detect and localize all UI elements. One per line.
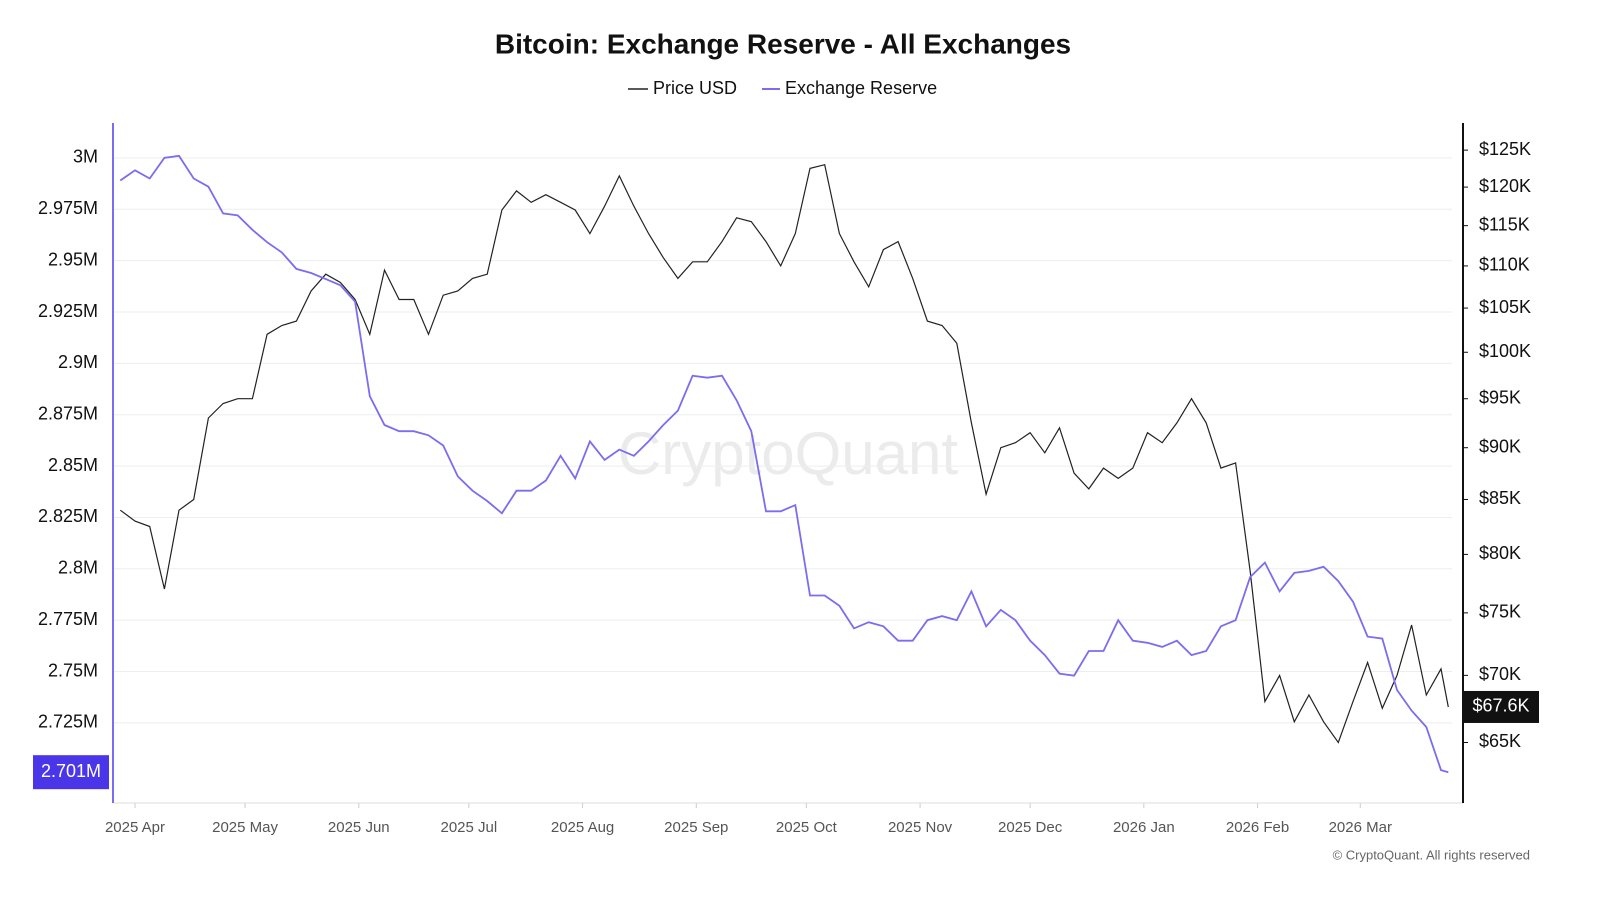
y-tick-label: 2.9M xyxy=(58,352,98,372)
x-tick-label: 2025 Dec xyxy=(998,819,1063,836)
value-label: 2.701M xyxy=(41,761,101,781)
y-tick-label: 2.85M xyxy=(48,455,98,475)
y-tick-label: 2.875M xyxy=(38,403,98,423)
y-tick-label: 3M xyxy=(73,147,98,167)
x-tick-label: 2025 Jul xyxy=(440,819,497,836)
y-tick-label: 2.825M xyxy=(38,506,98,526)
value-label: $67.6K xyxy=(1472,696,1529,716)
y2-tick-label: $105K xyxy=(1479,297,1531,317)
x-tick-label: 2025 Aug xyxy=(551,819,614,836)
value-badge xyxy=(33,755,109,790)
x-tick-label: 2026 Mar xyxy=(1329,819,1392,836)
legend-label: Exchange Reserve xyxy=(785,78,937,98)
x-tick-label: 2025 Jun xyxy=(328,819,390,836)
y2-tick-label: $110K xyxy=(1479,255,1530,275)
y2-tick-label: $90K xyxy=(1479,436,1521,456)
y-tick-label: 2.8M xyxy=(58,558,98,578)
y-tick-label: 2.975M xyxy=(38,198,98,218)
legend-label: Price USD xyxy=(653,78,737,98)
data-line xyxy=(119,154,1449,774)
x-tick-label: 2025 Apr xyxy=(105,819,165,836)
y-tick-label: 2.775M xyxy=(38,609,98,629)
y2-tick-label: $120K xyxy=(1479,176,1531,196)
y-tick-label: 2.95M xyxy=(48,249,98,269)
legend: Price USD Exchange Reserve xyxy=(628,78,937,98)
x-tick-label: 2025 Oct xyxy=(776,819,838,836)
value-badge xyxy=(1463,690,1539,723)
x-tick-label: 2026 Feb xyxy=(1226,819,1289,836)
x-tick-label: 2026 Jan xyxy=(1113,819,1175,836)
y2-tick-label: $65K xyxy=(1479,731,1521,751)
y2-tick-label: $95K xyxy=(1479,387,1521,407)
y2-tick-label: $115K xyxy=(1479,214,1530,234)
x-tick-label: 2025 Sep xyxy=(664,819,728,836)
y2-tick-label: $80K xyxy=(1479,543,1521,563)
x-tick-label: 2025 Nov xyxy=(888,819,953,836)
data-line xyxy=(119,163,1449,744)
x-tick-label: 2025 May xyxy=(212,819,278,836)
y2-tick-label: $125K xyxy=(1479,139,1531,159)
y-tick-label: 2.725M xyxy=(38,712,98,732)
y-tick-label: 2.75M xyxy=(48,660,98,680)
y-tick-label: 2.925M xyxy=(38,301,98,321)
y2-tick-label: $85K xyxy=(1479,488,1521,508)
watermark: CryptoQuant xyxy=(618,420,958,487)
y2-tick-label: $70K xyxy=(1479,664,1521,684)
y2-tick-label: $75K xyxy=(1479,602,1521,622)
credit: © CryptoQuant. All rights reserved xyxy=(1333,847,1530,862)
chart-title: Bitcoin: Exchange Reserve - All Exchange… xyxy=(495,28,1071,59)
y2-tick-label: $100K xyxy=(1479,341,1531,361)
